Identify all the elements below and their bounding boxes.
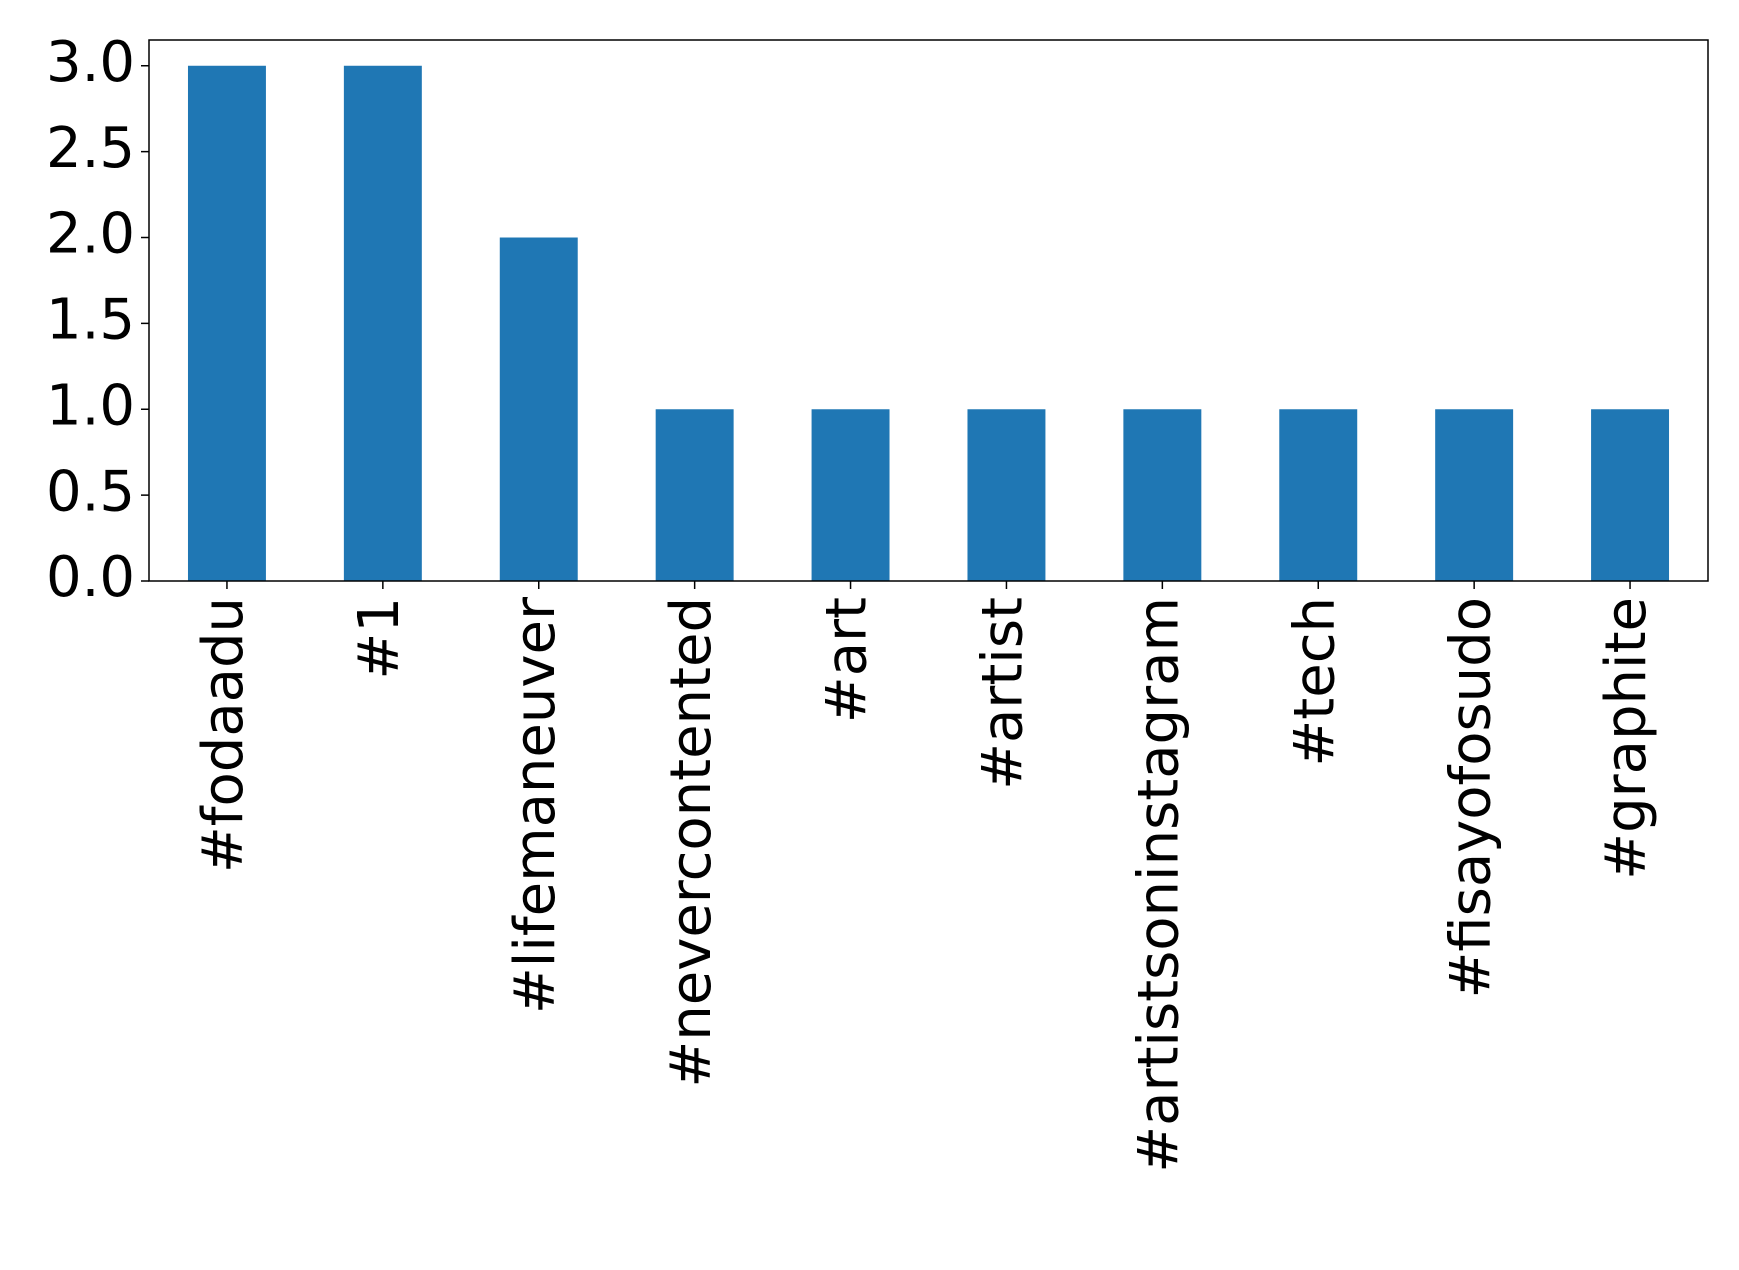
bar: [1435, 409, 1514, 581]
x-tick-label: #nevercontented: [659, 597, 724, 1088]
y-tick-label: 1.0: [46, 373, 135, 438]
x-tick-label: #lifemaneuver: [503, 596, 568, 1014]
bar: [187, 65, 266, 581]
bar: [499, 237, 578, 581]
bar: [1591, 409, 1670, 581]
x-tick-label: #fisayofosudo: [1438, 597, 1503, 999]
x-tick-label: #graphite: [1594, 597, 1659, 880]
bar: [1123, 409, 1202, 581]
x-tick-label: #art: [815, 597, 880, 723]
y-tick-label: 3.0: [46, 30, 135, 95]
y-tick-label: 0.5: [46, 459, 135, 524]
x-tick-label: #tech: [1282, 597, 1347, 767]
x-tick-label: #fodaadu: [191, 597, 256, 873]
bar: [655, 409, 734, 581]
x-tick-label: #artist: [971, 597, 1036, 790]
plot-frame: [148, 39, 1709, 582]
x-tick-label: #artistsoninstagram: [1126, 597, 1191, 1173]
y-tick-label: 2.0: [46, 202, 135, 267]
bar: [1279, 409, 1358, 581]
x-tick-label: #1: [347, 597, 412, 680]
y-tick-label: 2.5: [46, 116, 135, 181]
y-tick-label: 0.0: [46, 545, 135, 610]
bar: [811, 409, 890, 581]
bar: [343, 65, 422, 581]
y-tick-label: 1.5: [46, 288, 135, 353]
bar: [967, 409, 1046, 581]
